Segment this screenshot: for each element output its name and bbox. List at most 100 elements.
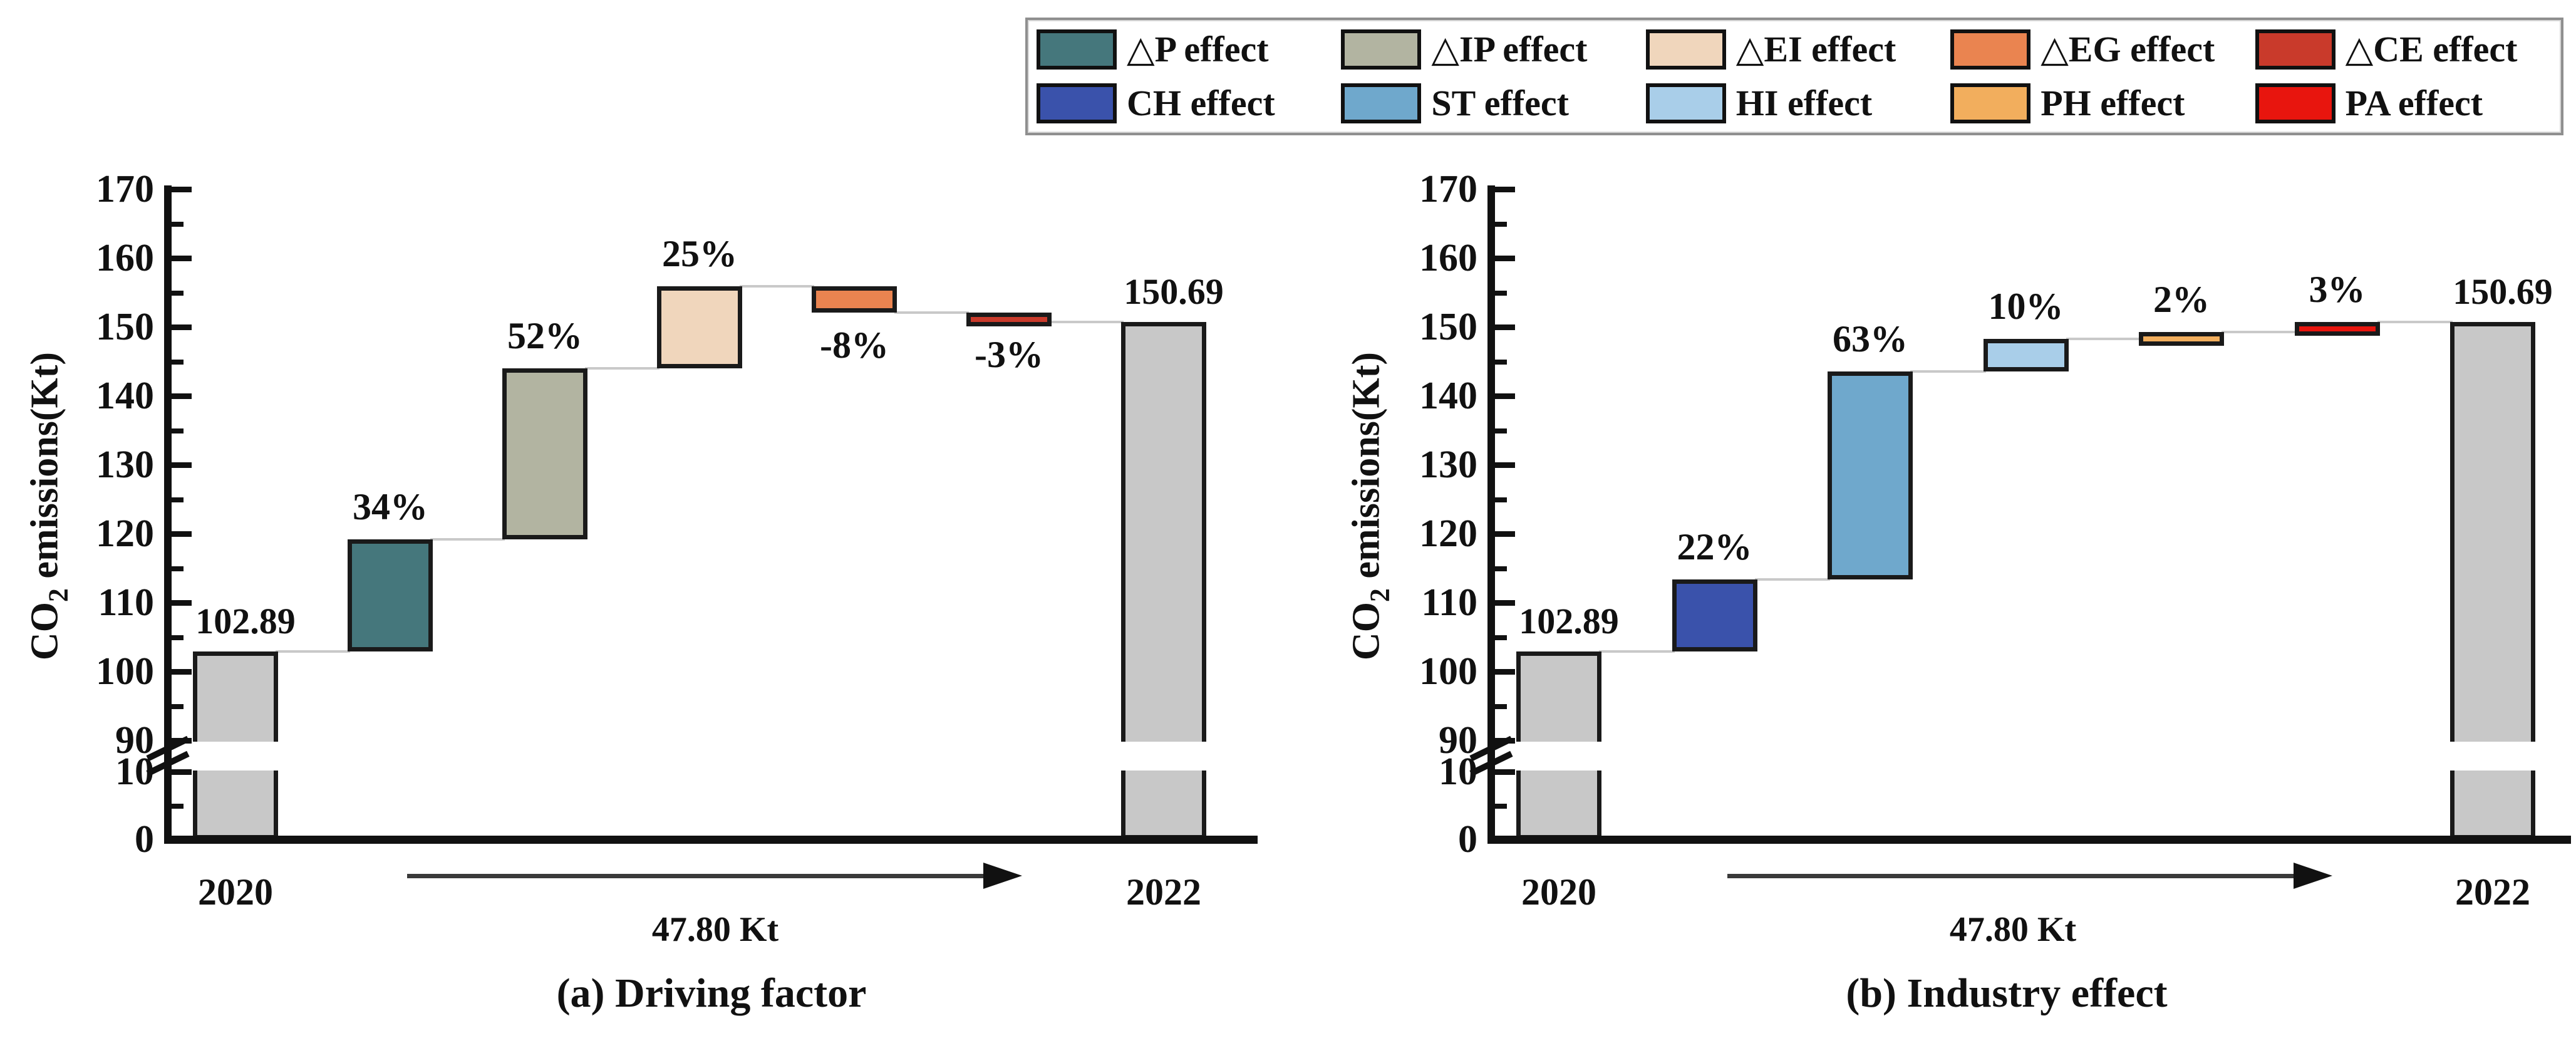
y-axis-tick-label: 90 — [115, 719, 154, 762]
axis-break-band — [1466, 742, 2571, 771]
y-axis-title-chart-b: CO2 emissions(Kt) — [1345, 351, 1395, 661]
step-bar — [502, 368, 587, 540]
y-axis-tick-label: 140 — [96, 375, 154, 417]
waterfall-connector-line — [276, 650, 350, 653]
step-percent-label: -8% — [820, 324, 889, 366]
legend-swatch-icon — [1950, 29, 2031, 70]
step-bar — [2294, 322, 2380, 336]
step-percent-label: 2% — [2153, 279, 2210, 321]
legend-item: HI effect — [1642, 83, 1947, 123]
step-bar — [1983, 338, 2069, 372]
y-axis-minor-tick — [172, 497, 184, 502]
waterfall-connector-line — [2066, 337, 2141, 340]
y-axis-major-tick — [1495, 324, 1515, 330]
legend-swatch-icon — [1341, 83, 1422, 123]
y-axis-tick-label: 160 — [1419, 237, 1477, 279]
legend-item-label: PH effect — [2041, 83, 2185, 123]
y-axis-line — [164, 185, 172, 844]
step-percent-label: 25% — [662, 232, 737, 274]
y-axis-minor-tick — [1495, 359, 1507, 365]
waterfall-connector-line — [2377, 321, 2453, 324]
y-axis-major-tick — [1495, 531, 1515, 537]
legend-swatch-icon — [1341, 29, 1422, 70]
y-axis-tick-label: 120 — [96, 512, 154, 555]
subtitle-chart-b: (b) Industry effect — [1846, 970, 2168, 1016]
total-change-arrow-line — [407, 874, 988, 878]
legend-item-label: △EG effect — [2041, 29, 2215, 70]
legend-item: ST effect — [1337, 83, 1642, 123]
y-axis-tick-label: 10 — [1439, 750, 1477, 793]
legend-swatch-icon — [1950, 83, 2031, 123]
step-bar — [1828, 371, 1913, 579]
y-axis-major-tick — [172, 324, 192, 330]
legend-item: PA effect — [2252, 83, 2556, 123]
legend-item: CH effect — [1033, 83, 1337, 123]
waterfall-connector-line — [1599, 650, 1675, 653]
y-axis-title-subscript: 2 — [43, 588, 74, 603]
y-axis-minor-tick — [172, 635, 184, 640]
y-axis-tick-label: 0 — [1458, 818, 1477, 861]
y-axis-tick-label: 90 — [1439, 719, 1477, 762]
legend-item: PH effect — [1947, 83, 2251, 123]
waterfall-connector-line — [1754, 578, 1830, 581]
y-axis-minor-tick — [1495, 635, 1507, 640]
y-axis-tick-label: 100 — [96, 650, 154, 693]
waterfall-connector-line — [1910, 370, 1986, 373]
y-axis-title-rest: emissions(Kt) — [1345, 351, 1388, 589]
y-axis-minor-tick — [1495, 428, 1507, 433]
y-axis-minor-tick — [1495, 290, 1507, 296]
y-axis-major-tick — [172, 187, 192, 192]
y-axis-minor-tick — [172, 221, 184, 227]
y-axis-title-prefix: CO — [23, 602, 66, 661]
y-axis-minor-tick — [1495, 497, 1507, 502]
legend-swatch-icon — [2255, 83, 2335, 123]
y-axis-major-tick — [1495, 769, 1515, 775]
total-value-label: 102.89 — [195, 601, 296, 642]
legend-swatch-icon — [1037, 29, 1117, 70]
legend-item-label: CH effect — [1127, 83, 1275, 123]
step-percent-label: -3% — [975, 334, 1043, 376]
x-axis-category-label: 2020 — [1521, 871, 1596, 913]
step-bar — [657, 286, 742, 368]
step-bar — [2139, 332, 2224, 346]
y-axis-minor-tick — [1495, 566, 1507, 571]
y-axis-tick-label: 130 — [96, 444, 154, 486]
step-bar — [966, 312, 1052, 326]
legend-item-label: △EI effect — [1735, 29, 1896, 70]
y-axis-minor-tick — [1495, 803, 1507, 809]
y-axis-tick-label: 170 — [1419, 168, 1477, 210]
waterfall-connector-line — [2222, 331, 2297, 334]
y-axis-minor-tick — [172, 428, 184, 433]
y-axis-minor-tick — [1495, 703, 1507, 709]
total-change-arrow-head — [2294, 863, 2332, 889]
waterfall-connector-line — [430, 538, 505, 541]
y-axis-major-tick — [1495, 837, 1515, 843]
y-axis-major-tick — [172, 738, 192, 744]
subtitle-chart-a: (a) Driving factor — [556, 970, 867, 1016]
y-axis-line — [1487, 185, 1495, 844]
y-axis-major-tick — [172, 462, 192, 468]
step-bar — [348, 539, 433, 652]
y-axis-major-tick — [1495, 393, 1515, 399]
y-axis-major-tick — [1495, 256, 1515, 261]
total-change-arrow-head — [983, 863, 1022, 889]
legend-item-label: ST effect — [1431, 83, 1569, 123]
legend: △P effect △IP effect △EI effect △EG effect △… — [1025, 18, 2563, 135]
y-axis-title-subscript: 2 — [1364, 588, 1395, 603]
legend-swatch-icon — [1037, 83, 1117, 123]
x-axis-category-label: 2022 — [2455, 871, 2530, 913]
waterfall-connector-line — [1049, 321, 1124, 324]
x-axis-line — [1487, 836, 2571, 844]
total-change-arrow-line — [1727, 874, 2299, 878]
y-axis-title-prefix: CO — [1345, 602, 1388, 661]
y-axis-major-tick — [1495, 738, 1515, 744]
y-axis-major-tick — [172, 837, 192, 843]
legend-item-label: △CE effect — [2345, 29, 2518, 70]
legend-item-label: PA effect — [2345, 83, 2483, 123]
y-axis-major-tick — [172, 669, 192, 675]
legend-item: △EG effect — [1947, 29, 2251, 70]
y-axis-major-tick — [172, 769, 192, 775]
y-axis-tick-label: 110 — [98, 581, 154, 624]
legend-item-label: HI effect — [1735, 83, 1873, 123]
